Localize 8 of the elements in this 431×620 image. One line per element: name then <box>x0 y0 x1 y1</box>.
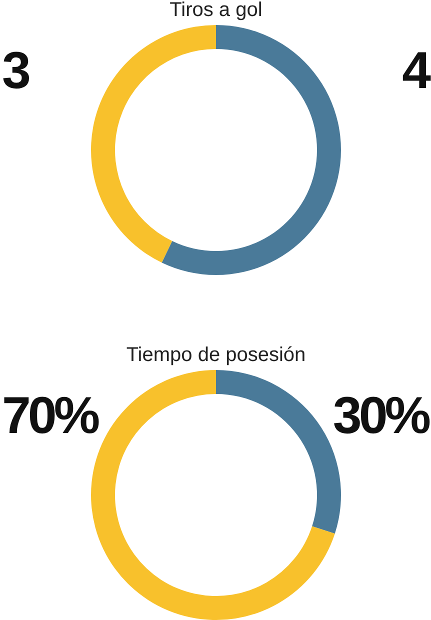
donut-slice <box>162 25 341 275</box>
chart-title: Tiempo de posesión <box>126 344 306 366</box>
chart-title: Tiros a gol <box>170 0 262 21</box>
data-label: 3 <box>2 42 30 100</box>
donut-slice <box>91 25 216 263</box>
data-label: 30% <box>332 387 430 445</box>
data-label: 4 <box>402 42 431 100</box>
data-label: 70% <box>2 387 99 445</box>
